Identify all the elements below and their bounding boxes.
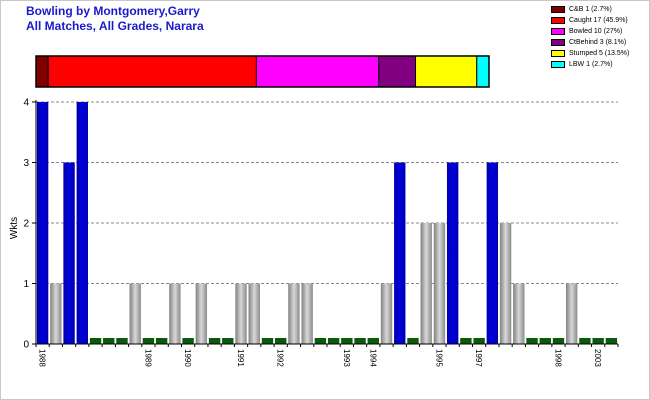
x-tick-label: 1998 <box>553 349 562 367</box>
chart-title: Bowling by Montgomery,Garry <box>26 4 200 18</box>
bar <box>486 162 499 344</box>
legend-label: Bowled 10 (27%) <box>569 28 623 35</box>
bars <box>36 102 618 344</box>
bar <box>36 102 49 344</box>
bar <box>605 338 618 344</box>
bar <box>513 283 525 344</box>
x-tick-label: 1992 <box>276 349 285 367</box>
legend-label: Stumped 5 (13.5%) <box>569 50 630 57</box>
x-tick-label: 1991 <box>236 349 245 367</box>
bar <box>592 338 604 344</box>
bar <box>63 162 75 344</box>
stack-segment <box>476 55 490 88</box>
bar <box>552 338 565 344</box>
bar <box>394 162 406 344</box>
bar <box>566 283 578 344</box>
legend-swatch <box>551 50 565 57</box>
stack-outline <box>35 55 490 88</box>
bar <box>460 338 472 344</box>
legend-swatch <box>551 61 565 68</box>
bar <box>50 283 62 344</box>
x-tick-label: 2003 <box>593 349 602 367</box>
x-tick-label: 1993 <box>342 349 351 367</box>
legend-label: LBW 1 (2.7%) <box>569 61 613 68</box>
bar <box>367 338 379 344</box>
bar <box>380 283 393 344</box>
bar <box>142 338 155 344</box>
bar <box>327 338 340 344</box>
bar <box>248 283 260 344</box>
bar <box>539 338 551 344</box>
y-tick-label: 2 <box>23 219 29 230</box>
bar <box>116 338 128 344</box>
y-axis-label: Wkts <box>9 217 20 239</box>
x-tick-label: 1995 <box>434 349 443 367</box>
bar <box>473 338 485 344</box>
grid <box>36 101 618 284</box>
bar <box>499 223 512 344</box>
x-tick-label: 1988 <box>38 349 47 367</box>
legend-swatch <box>551 17 565 24</box>
legend-swatch <box>551 39 565 46</box>
bar <box>103 338 115 344</box>
legend-label: Caught 17 (45.9%) <box>569 17 628 24</box>
bar <box>169 283 181 344</box>
bar <box>208 338 221 344</box>
legend-swatch <box>551 6 565 13</box>
bar <box>129 283 141 344</box>
legend-item: Bowled 10 (27%) <box>551 26 629 37</box>
y-tick-label: 3 <box>23 158 29 169</box>
stack-segment <box>35 55 49 88</box>
legend-item: CtBehind 3 (8.1%) <box>551 37 629 48</box>
y-tick-label: 4 <box>23 98 29 109</box>
bar <box>314 338 327 344</box>
ticks: 0 1 2 3 4 1988 1989 1990 1991 1992 1993 1994 1995 199… <box>23 98 602 368</box>
axes <box>32 100 619 347</box>
bar <box>579 338 591 344</box>
bar <box>420 223 432 344</box>
legend-label: CtBehind 3 (8.1%) <box>569 39 627 46</box>
bar <box>182 338 194 344</box>
legend: C&B 1 (2.7%) Caught 17 (45.9%) Bowled 10… <box>551 4 629 70</box>
y-tick-label: 1 <box>23 279 29 290</box>
bar <box>341 338 353 344</box>
stack-segment <box>378 55 417 88</box>
bar <box>433 223 446 344</box>
chart-subtitle: All Matches, All Grades, Narara <box>26 19 204 33</box>
stack-segment <box>255 55 380 88</box>
bar <box>155 338 168 344</box>
bar <box>222 338 234 344</box>
bar <box>235 283 247 344</box>
stack-segment <box>47 55 257 88</box>
x-tick-label: 1989 <box>143 349 152 367</box>
legend-item: Caught 17 (45.9%) <box>551 15 629 26</box>
y-tick-label: 0 <box>23 340 29 351</box>
legend-label: C&B 1 (2.7%) <box>569 6 612 13</box>
bar <box>195 283 208 344</box>
legend-item: Stumped 5 (13.5%) <box>551 48 629 59</box>
bar <box>446 162 459 344</box>
bar <box>89 338 102 344</box>
legend-item: LBW 1 (2.7%) <box>551 59 629 70</box>
stack-segment <box>415 55 478 88</box>
bar <box>354 338 366 344</box>
bar <box>526 338 538 344</box>
bar <box>261 338 274 344</box>
bar <box>301 283 313 344</box>
bar <box>407 338 419 344</box>
bar <box>275 338 287 344</box>
bar <box>76 102 88 344</box>
dismissal-stacked-bar <box>35 55 490 88</box>
legend-item: C&B 1 (2.7%) <box>551 4 629 15</box>
legend-swatch <box>551 28 565 35</box>
bar <box>288 283 300 344</box>
x-tick-label: 1994 <box>368 349 377 367</box>
x-tick-label: 1997 <box>474 349 483 367</box>
x-tick-label: 1990 <box>183 349 192 367</box>
